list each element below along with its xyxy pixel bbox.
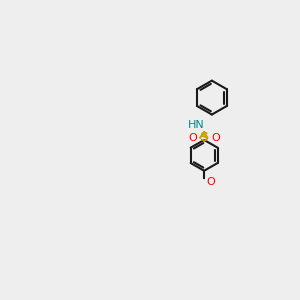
Text: HN: HN — [188, 119, 205, 130]
Text: O: O — [188, 133, 197, 142]
Text: O: O — [212, 133, 220, 142]
Text: S: S — [200, 131, 208, 144]
Text: O: O — [206, 177, 215, 187]
